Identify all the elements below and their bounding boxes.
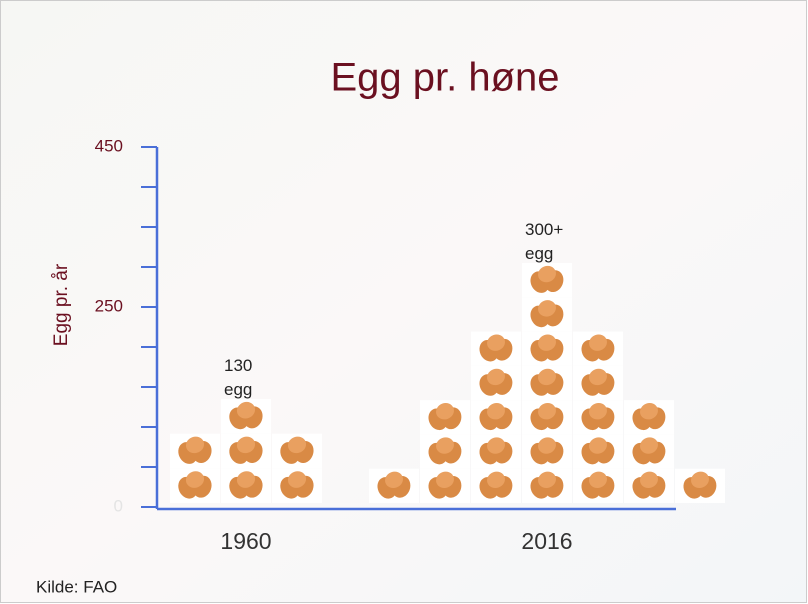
egg: [487, 334, 505, 351]
egg: [538, 368, 556, 386]
source: Kilde: FAO: [36, 577, 117, 596]
egg: [436, 471, 454, 488]
egg: [287, 436, 307, 454]
x-tick-label: 1960: [220, 528, 271, 554]
egg: [589, 403, 607, 420]
egg: [538, 437, 556, 454]
egg: [385, 471, 403, 488]
egg: [236, 436, 256, 454]
egg: [185, 471, 205, 488]
egg-stack: [170, 399, 322, 503]
egg: [487, 403, 505, 420]
egg-stack: [369, 263, 725, 503]
egg: [487, 437, 505, 454]
egg: [538, 403, 556, 420]
egg: [487, 471, 505, 488]
egg: [589, 471, 607, 488]
egg: [538, 265, 556, 283]
y-tick-label: 0: [114, 496, 123, 515]
egg: [640, 437, 658, 454]
egg: [538, 471, 556, 488]
egg: [236, 471, 256, 488]
y-tick-label: 450: [95, 136, 123, 155]
y-tick-label: 250: [95, 296, 123, 315]
egg: [691, 471, 709, 488]
x-tick-label: 2016: [521, 528, 572, 554]
egg: [436, 437, 454, 454]
y-axis-label: Egg pr. år: [51, 263, 72, 346]
egg: [640, 471, 658, 488]
egg: [287, 471, 307, 488]
egg: [236, 401, 256, 419]
egg: [436, 403, 454, 420]
egg: [589, 437, 607, 454]
egg: [185, 436, 205, 454]
egg: [589, 334, 607, 351]
egg: [640, 403, 658, 420]
value-label: 130 egg: [224, 356, 252, 399]
egg: [538, 300, 556, 317]
value-label: 300+ egg: [525, 220, 563, 263]
egg: [538, 334, 556, 351]
chart-title: Egg pr. høne: [330, 56, 559, 100]
egg: [487, 368, 505, 386]
egg: [589, 368, 607, 386]
